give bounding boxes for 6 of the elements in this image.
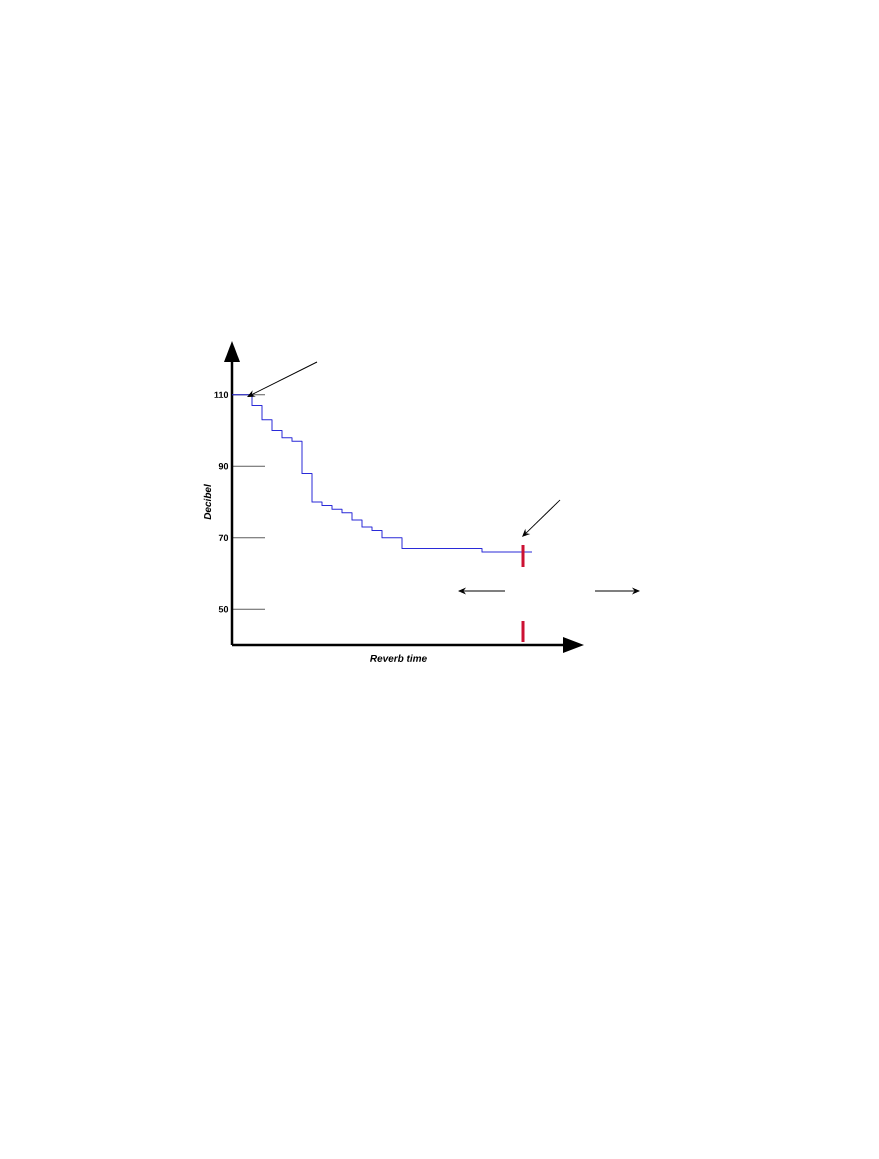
x-axis-title: Reverb time (370, 654, 427, 662)
y-axis-title: Decibel (203, 484, 212, 520)
y-tick-label: 90 (218, 463, 229, 470)
y-tick-label: 70 (218, 534, 229, 541)
y-tick-label: 110 (214, 391, 229, 398)
y-tick-label: 50 (218, 606, 229, 613)
